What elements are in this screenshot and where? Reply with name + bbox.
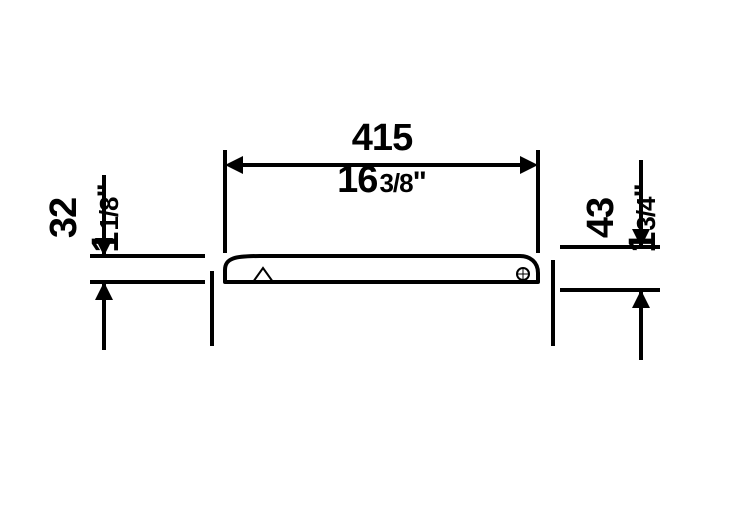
dimension-drawing: 415 163/8" 32 11/8" 43 13/4" [0, 0, 750, 500]
dim-width-mm: 415 [352, 117, 413, 159]
profile-outline [212, 256, 553, 346]
dim-left-inch: 11/8" [85, 183, 127, 253]
dim-width: 415 163/8" [225, 117, 538, 253]
dim-right-inch: 13/4" [622, 183, 664, 253]
dim-height-right: 43 13/4" [560, 160, 664, 360]
dim-left-mm: 32 [43, 198, 85, 238]
dim-height-left: 32 11/8" [43, 175, 205, 350]
dim-right-mm: 43 [580, 198, 622, 238]
